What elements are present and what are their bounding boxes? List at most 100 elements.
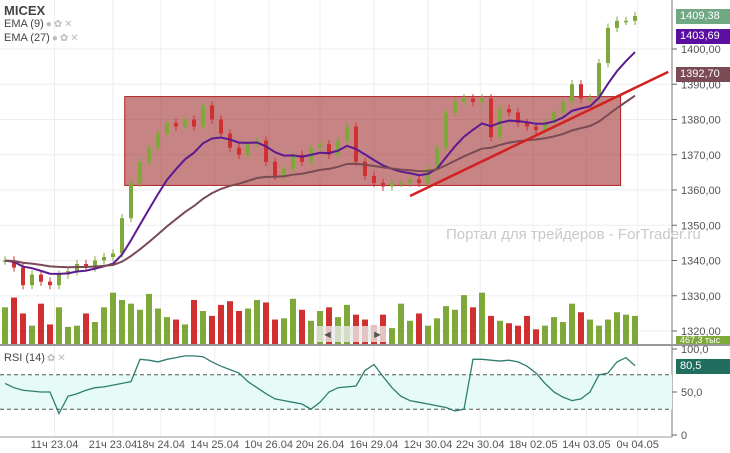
candle-body [390,182,394,187]
volume-bar [551,317,557,344]
candle-body [129,182,133,219]
close-icon[interactable]: ✕ [70,33,79,44]
volume-bar [200,311,206,344]
candle-body [237,147,241,155]
gear-icon[interactable]: ✿ [59,33,69,44]
volume-bar [407,320,413,344]
candle-body [453,101,457,113]
volume-bar [245,308,251,344]
candle-body [615,20,619,28]
rsi-legend: RSI (14) ✿ ✕ [4,352,66,364]
candle-body [624,20,628,23]
candle-body [246,144,250,155]
candle-body [156,133,160,148]
candle-body [30,274,34,286]
candle-body [435,147,439,169]
candle-body [381,182,385,187]
price-tick-label: 1340,00 [681,256,721,268]
time-tick-label: 16ч 29.04 [350,439,399,451]
eye-icon[interactable]: ● [45,19,52,30]
candle-body [165,123,169,134]
rsi-label: RSI (14) [4,352,45,364]
volume-bar [344,304,350,344]
volume-bar [128,303,134,344]
candle-body [210,105,214,120]
volume-bar [542,325,548,344]
time-tick-label: 14ч 03.05 [562,439,611,451]
volume-bar [218,304,224,344]
candle-body [264,140,268,162]
gear-icon[interactable]: ✿ [53,19,63,30]
rsi-tag: 80,5 [676,359,730,374]
ema27-legend: EMA (27) ● ✿ ✕ [4,32,79,44]
volume-bar [434,318,440,344]
price-tick-label: 1360,00 [681,185,721,197]
candle-body [372,175,376,183]
candle-body [12,260,16,268]
volume-bar [101,307,107,344]
candle-body [48,281,52,286]
price-tick-label: 1390,00 [681,79,721,91]
candle-body [444,112,448,148]
rsi-band [0,374,672,410]
volume-bar [29,325,35,344]
volume-bar [578,312,584,344]
gear-icon[interactable]: ✿ [46,353,56,364]
volume-bar [479,292,485,344]
volume-bar [614,312,620,344]
scroll-left-icon: ◄ [322,329,333,341]
candle-body [516,112,520,124]
volume-bar [38,303,44,344]
volume-bar [515,325,521,344]
volume-bar [272,319,278,344]
close-icon[interactable]: ✕ [64,19,73,30]
candle-body [480,98,484,102]
candle-body [588,98,592,100]
volume-bar [452,309,458,344]
volume-bar [182,324,188,344]
volume-bar [632,315,638,344]
rsi-tick-label: 0 [681,430,687,442]
candle-body [336,140,340,155]
volume-bar [281,318,287,344]
range-zone [124,96,622,186]
volume-bar [605,319,611,344]
ema27-label: EMA (27) [4,32,50,44]
time-tick-label: 21ч 23.04 [89,439,138,451]
candle-body [426,168,430,183]
volume-bar [164,317,170,344]
candle-body [354,126,358,162]
ema9-legend: EMA (9) ● ✿ ✕ [4,18,73,30]
candle-body [228,133,232,148]
time-tick-label: 22ч 30.04 [456,439,505,451]
candle-body [291,154,295,169]
candle-body [399,182,403,185]
price-tick-label: 1370,00 [681,150,721,162]
volume-bar [326,307,332,344]
candle-body [543,123,547,131]
volume-bar [587,319,593,344]
volume-bar [389,328,395,344]
candle-body [327,144,331,155]
volume-bar [191,300,197,344]
candle-body [489,98,493,138]
volume-bar [227,301,233,344]
volume-bar [119,300,125,344]
volume-bar [506,323,512,344]
volume-bar [560,322,566,344]
volume-bar [290,298,296,344]
time-tick-label: 0ч 04.05 [616,439,658,451]
symbol-label: MICEX [4,3,46,18]
candle-body [633,15,637,21]
volume-bar [425,325,431,344]
candle-body [579,84,583,99]
time-tick-label: 14ч 25.04 [190,439,239,451]
candle-body [345,126,349,141]
eye-icon[interactable]: ● [51,33,58,44]
candle-body [534,126,538,131]
close-icon[interactable]: ✕ [57,353,66,364]
price-tick-label: 1330,00 [681,291,721,303]
candle-body [318,144,322,148]
